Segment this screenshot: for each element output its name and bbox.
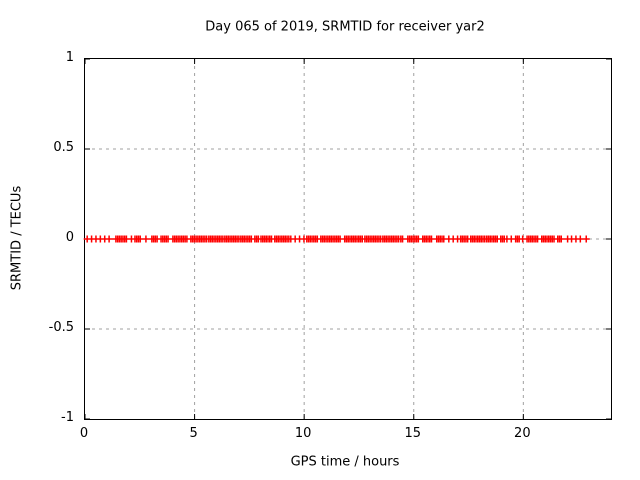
y-tick-label: 1 xyxy=(65,50,74,65)
y-tick-label: -1 xyxy=(61,410,74,425)
y-tick-label: 0.5 xyxy=(53,140,74,155)
plot-area xyxy=(83,58,612,420)
y-tick-label: -0.5 xyxy=(48,320,74,335)
chart-title: Day 065 of 2019, SRMTID for receiver yar… xyxy=(205,19,485,35)
x-tick-label: 15 xyxy=(404,426,422,441)
y-axis-label: SRMTID / TECUs xyxy=(9,185,25,291)
x-axis-label: GPS time / hours xyxy=(290,454,400,470)
x-tick-label: 10 xyxy=(294,426,312,441)
x-tick-label: 5 xyxy=(189,426,198,441)
x-tick-label: 0 xyxy=(79,426,89,441)
plot-layer xyxy=(83,58,611,420)
y-tick-label: 0 xyxy=(65,230,74,245)
x-tick-label: 20 xyxy=(514,426,531,441)
